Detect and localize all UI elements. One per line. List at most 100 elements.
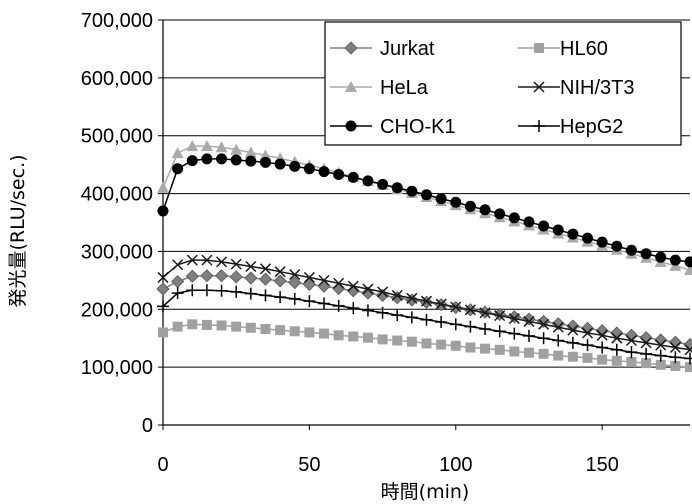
data-point [259, 263, 272, 275]
data-point [186, 140, 199, 152]
data-point [626, 356, 637, 367]
data-point [333, 330, 344, 341]
legend-label: NIH/3T3 [560, 77, 634, 99]
data-point [494, 310, 506, 322]
data-point [509, 346, 520, 357]
legend-marker [533, 81, 545, 93]
data-point [185, 269, 199, 283]
data-point [553, 350, 564, 361]
y-tick-label: 500,000 [81, 126, 153, 148]
data-point [244, 287, 257, 300]
data-point [230, 285, 243, 298]
data-point [610, 343, 623, 356]
data-point [392, 335, 403, 346]
data-point [157, 271, 169, 283]
data-point [464, 320, 477, 333]
data-point [450, 340, 461, 351]
series-line [162, 158, 691, 263]
data-point [684, 344, 692, 356]
y-tick-label: 600,000 [81, 68, 153, 90]
data-point [245, 322, 256, 333]
data-point [391, 309, 404, 322]
data-point [669, 254, 681, 266]
data-point [640, 347, 653, 360]
data-point [156, 282, 170, 296]
data-point [552, 224, 564, 236]
y-tick-labels: 0 100,000 200,000 300,000 400,000 500,000 600,… [81, 10, 163, 437]
data-point [552, 321, 564, 333]
data-point [580, 321, 595, 335]
data-point [435, 316, 448, 329]
data-point [347, 171, 359, 183]
legend-box [324, 21, 682, 146]
data-point [684, 352, 692, 365]
legend-marker [345, 120, 357, 132]
data-point [275, 325, 286, 336]
data-point [566, 336, 579, 349]
y-tick-label: 400,000 [81, 184, 153, 206]
data-point [259, 156, 271, 168]
legend-label: HepG2 [560, 116, 623, 138]
data-point [464, 200, 476, 212]
data-point [274, 266, 286, 278]
data-point [200, 140, 213, 152]
data-point [435, 193, 447, 205]
data-point [421, 338, 432, 349]
y-axis-title: 発光量(RLU/sec.) [7, 154, 29, 307]
legend-entry: NIH/3T3 [518, 77, 634, 99]
series-layer [156, 140, 692, 373]
data-point [582, 352, 593, 363]
legend-entry: HL60 [518, 38, 608, 60]
data-point [479, 322, 492, 335]
data-point [289, 269, 301, 281]
data-point [508, 313, 520, 325]
legend-marker [534, 43, 544, 53]
legend-entry: HepG2 [518, 116, 623, 138]
data-point [245, 260, 257, 273]
x-tick-label: 150 [585, 454, 618, 476]
data-point [390, 291, 404, 305]
data-point [552, 334, 565, 347]
data-point [641, 358, 652, 369]
data-point [670, 360, 681, 371]
data-point [171, 287, 184, 300]
data-point [172, 163, 184, 175]
data-point [333, 277, 345, 289]
data-point [406, 292, 418, 304]
data-point [319, 328, 330, 339]
data-point [406, 336, 417, 347]
data-point [391, 289, 403, 301]
data-point [303, 271, 315, 283]
data-point [289, 326, 300, 337]
data-point [376, 306, 389, 319]
data-point [377, 178, 389, 190]
data-point [332, 299, 345, 312]
data-point [201, 254, 213, 266]
data-point [493, 325, 506, 338]
y-tick-label: 0 [142, 415, 153, 437]
data-point [625, 334, 637, 347]
data-point [523, 315, 535, 327]
data-point [230, 143, 243, 155]
data-point [494, 344, 505, 355]
data-point [215, 284, 228, 297]
data-point [377, 286, 389, 298]
data-point [640, 248, 652, 260]
data-point [538, 348, 549, 359]
data-point [420, 313, 433, 326]
data-point [288, 292, 301, 305]
data-point [406, 185, 418, 197]
legend-label: CHO-K1 [380, 116, 456, 138]
data-point [187, 319, 198, 330]
data-point [581, 327, 594, 339]
data-point [214, 269, 229, 283]
legend-entry: HeLa [330, 77, 429, 99]
data-point [669, 341, 681, 354]
data-point [567, 351, 578, 362]
data-point [259, 149, 272, 161]
data-point [288, 276, 302, 290]
legend-label: HL60 [560, 38, 608, 60]
data-point [436, 339, 447, 350]
data-point [347, 302, 360, 315]
